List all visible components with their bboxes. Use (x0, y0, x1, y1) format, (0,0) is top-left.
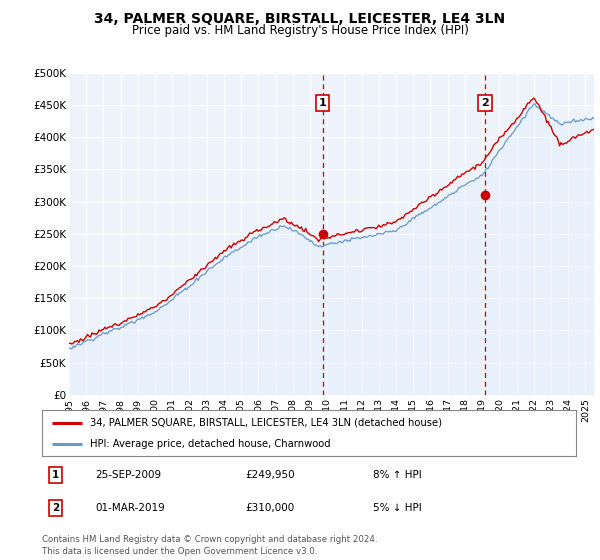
Text: 01-MAR-2019: 01-MAR-2019 (95, 503, 165, 512)
Text: HPI: Average price, detached house, Charnwood: HPI: Average price, detached house, Char… (90, 439, 331, 449)
Text: 34, PALMER SQUARE, BIRSTALL, LEICESTER, LE4 3LN (detached house): 34, PALMER SQUARE, BIRSTALL, LEICESTER, … (90, 418, 442, 428)
Text: £249,950: £249,950 (245, 470, 295, 480)
Text: £310,000: £310,000 (245, 503, 294, 512)
Text: 1: 1 (319, 98, 326, 108)
Text: Contains HM Land Registry data © Crown copyright and database right 2024.
This d: Contains HM Land Registry data © Crown c… (42, 535, 377, 556)
Text: 2: 2 (481, 98, 489, 108)
Text: 5% ↓ HPI: 5% ↓ HPI (373, 503, 422, 512)
Text: 1: 1 (52, 470, 59, 480)
Text: Price paid vs. HM Land Registry's House Price Index (HPI): Price paid vs. HM Land Registry's House … (131, 24, 469, 36)
Text: 2: 2 (52, 503, 59, 512)
Text: 8% ↑ HPI: 8% ↑ HPI (373, 470, 422, 480)
Text: 25-SEP-2009: 25-SEP-2009 (95, 470, 161, 480)
Text: 34, PALMER SQUARE, BIRSTALL, LEICESTER, LE4 3LN: 34, PALMER SQUARE, BIRSTALL, LEICESTER, … (94, 12, 506, 26)
